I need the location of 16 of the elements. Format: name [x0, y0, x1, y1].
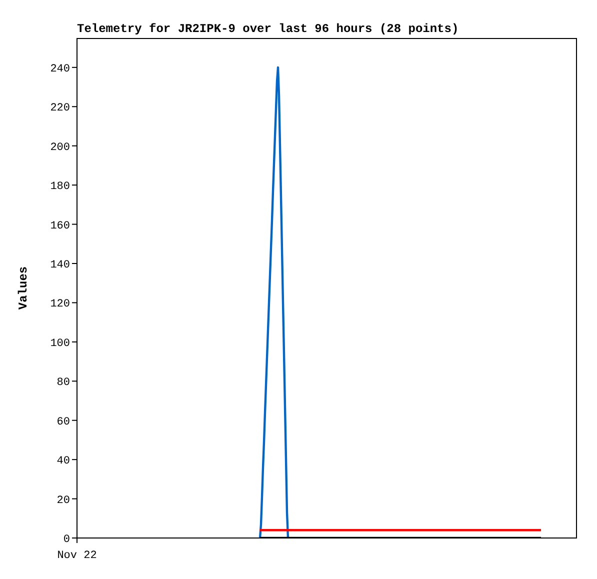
y-tick-label: 160	[50, 220, 70, 232]
y-tick-label: 100	[50, 338, 70, 350]
y-tick-label: 80	[56, 377, 70, 390]
y-tick-label: 120	[50, 298, 70, 311]
y-tick-label: 60	[56, 416, 70, 428]
y-axis-title: Values	[16, 266, 30, 310]
y-tick-label: 180	[50, 181, 70, 194]
x-tick-label: Nov 22	[57, 550, 97, 562]
y-tick-label: 0	[63, 534, 70, 546]
y-tick-label: 140	[50, 259, 70, 272]
y-tick-label: 240	[50, 63, 70, 76]
y-tick-label: 220	[50, 102, 70, 115]
y-tick-label: 20	[56, 494, 70, 507]
y-tick-label: 200	[50, 142, 70, 154]
chart-title: Telemetry for JR2IPK-9 over last 96 hours (28 points)	[77, 22, 459, 36]
y-tick-label: 40	[56, 456, 70, 468]
